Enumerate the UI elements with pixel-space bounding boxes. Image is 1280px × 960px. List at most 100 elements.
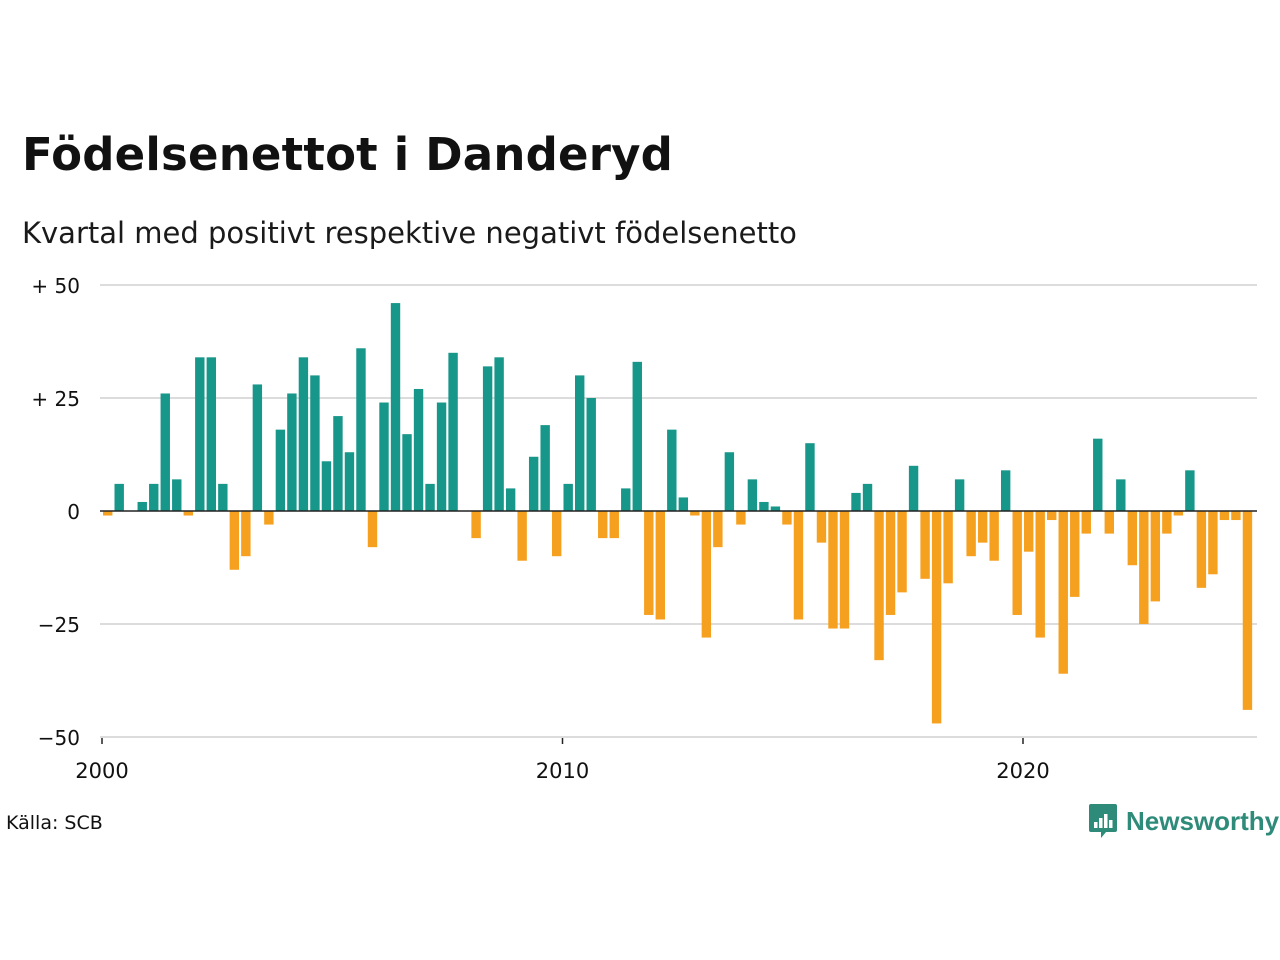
bar (298, 357, 309, 511)
bar (908, 465, 919, 511)
bar (816, 511, 827, 543)
bar (805, 443, 815, 511)
x-tick-label: 2010 (536, 759, 589, 783)
bar (966, 511, 976, 557)
y-tick-label: −25 (38, 613, 80, 637)
bar (517, 511, 527, 561)
chart-subtitle: Kvartal med positivt respektive negativt… (22, 216, 797, 250)
bar (1058, 511, 1068, 674)
bar (977, 511, 988, 543)
x-tick-label: 2000 (75, 759, 128, 783)
bar (851, 492, 861, 511)
y-axis-tick-labels: + 50 + 25 0 −25 −50 (31, 274, 80, 750)
bar (103, 511, 113, 516)
bar (736, 511, 746, 525)
bar (678, 497, 689, 511)
bar (206, 357, 217, 511)
bar (551, 511, 562, 557)
bar (586, 398, 596, 511)
x-axis-tick-labels: 2000 2010 2020 (75, 738, 1050, 783)
bar (195, 357, 205, 511)
bar (793, 511, 804, 620)
bar (1139, 511, 1149, 624)
bar (137, 501, 147, 511)
bar (425, 483, 435, 511)
bar (1116, 479, 1126, 511)
bar (690, 511, 700, 516)
bar (989, 511, 999, 561)
bar (713, 511, 723, 548)
bar (1024, 511, 1034, 552)
bar (390, 303, 401, 511)
chart-title: Födelsenettot i Danderyd (22, 128, 674, 181)
bar (1000, 470, 1011, 511)
bar (149, 483, 159, 511)
bar (931, 511, 942, 724)
bar (114, 483, 124, 511)
bar (828, 511, 838, 629)
bar (1047, 511, 1057, 521)
bar (1081, 511, 1091, 534)
bar (1242, 511, 1253, 710)
bar (183, 511, 193, 516)
bar (344, 452, 355, 511)
bar (1162, 511, 1172, 534)
bars (103, 303, 1253, 724)
y-tick-label: + 50 (31, 274, 80, 298)
bar (540, 425, 550, 511)
bar (229, 511, 240, 570)
bar (413, 388, 424, 511)
bar (505, 488, 516, 511)
bar (367, 511, 378, 548)
bar (839, 511, 850, 629)
y-tick-label: 0 (67, 500, 80, 524)
bar (655, 511, 665, 620)
bar (528, 456, 539, 511)
bar (1173, 511, 1184, 516)
bar (1035, 511, 1045, 638)
bar (954, 479, 965, 511)
bar (1196, 511, 1207, 588)
bar (1150, 511, 1161, 602)
bar (747, 479, 758, 511)
bar (252, 384, 263, 511)
x-tick-label: 2020 (996, 759, 1049, 783)
bar (874, 511, 884, 661)
bar (321, 461, 332, 511)
bar (920, 511, 930, 579)
bar (1185, 470, 1195, 511)
source-note: Källa: SCB (6, 812, 103, 834)
newsworthy-logo: Newsworthy (1088, 802, 1279, 840)
bar (310, 375, 320, 511)
bar (287, 393, 297, 511)
bar (575, 375, 585, 511)
bar (1219, 511, 1230, 521)
bar (482, 366, 493, 511)
bar (621, 488, 631, 511)
bar (632, 361, 642, 511)
bar (1012, 511, 1022, 615)
bar (1070, 511, 1080, 597)
bar (1104, 511, 1114, 534)
bar (885, 511, 896, 615)
bar (241, 511, 251, 557)
bar (770, 506, 781, 511)
bar (275, 429, 286, 511)
bar (356, 348, 366, 511)
bar (862, 483, 873, 511)
bar (402, 434, 412, 511)
bar-chart-speech-bubble-icon (1089, 804, 1117, 838)
bar (1231, 511, 1241, 521)
bar (644, 511, 654, 615)
bar (667, 429, 677, 511)
bar (598, 511, 608, 539)
y-tick-label: −50 (38, 726, 80, 750)
bar (494, 357, 504, 511)
bar (172, 479, 182, 511)
y-tick-label: + 25 (31, 387, 80, 411)
bar (333, 416, 343, 511)
bar (436, 402, 447, 511)
bar (1127, 511, 1138, 566)
bar (471, 511, 481, 539)
